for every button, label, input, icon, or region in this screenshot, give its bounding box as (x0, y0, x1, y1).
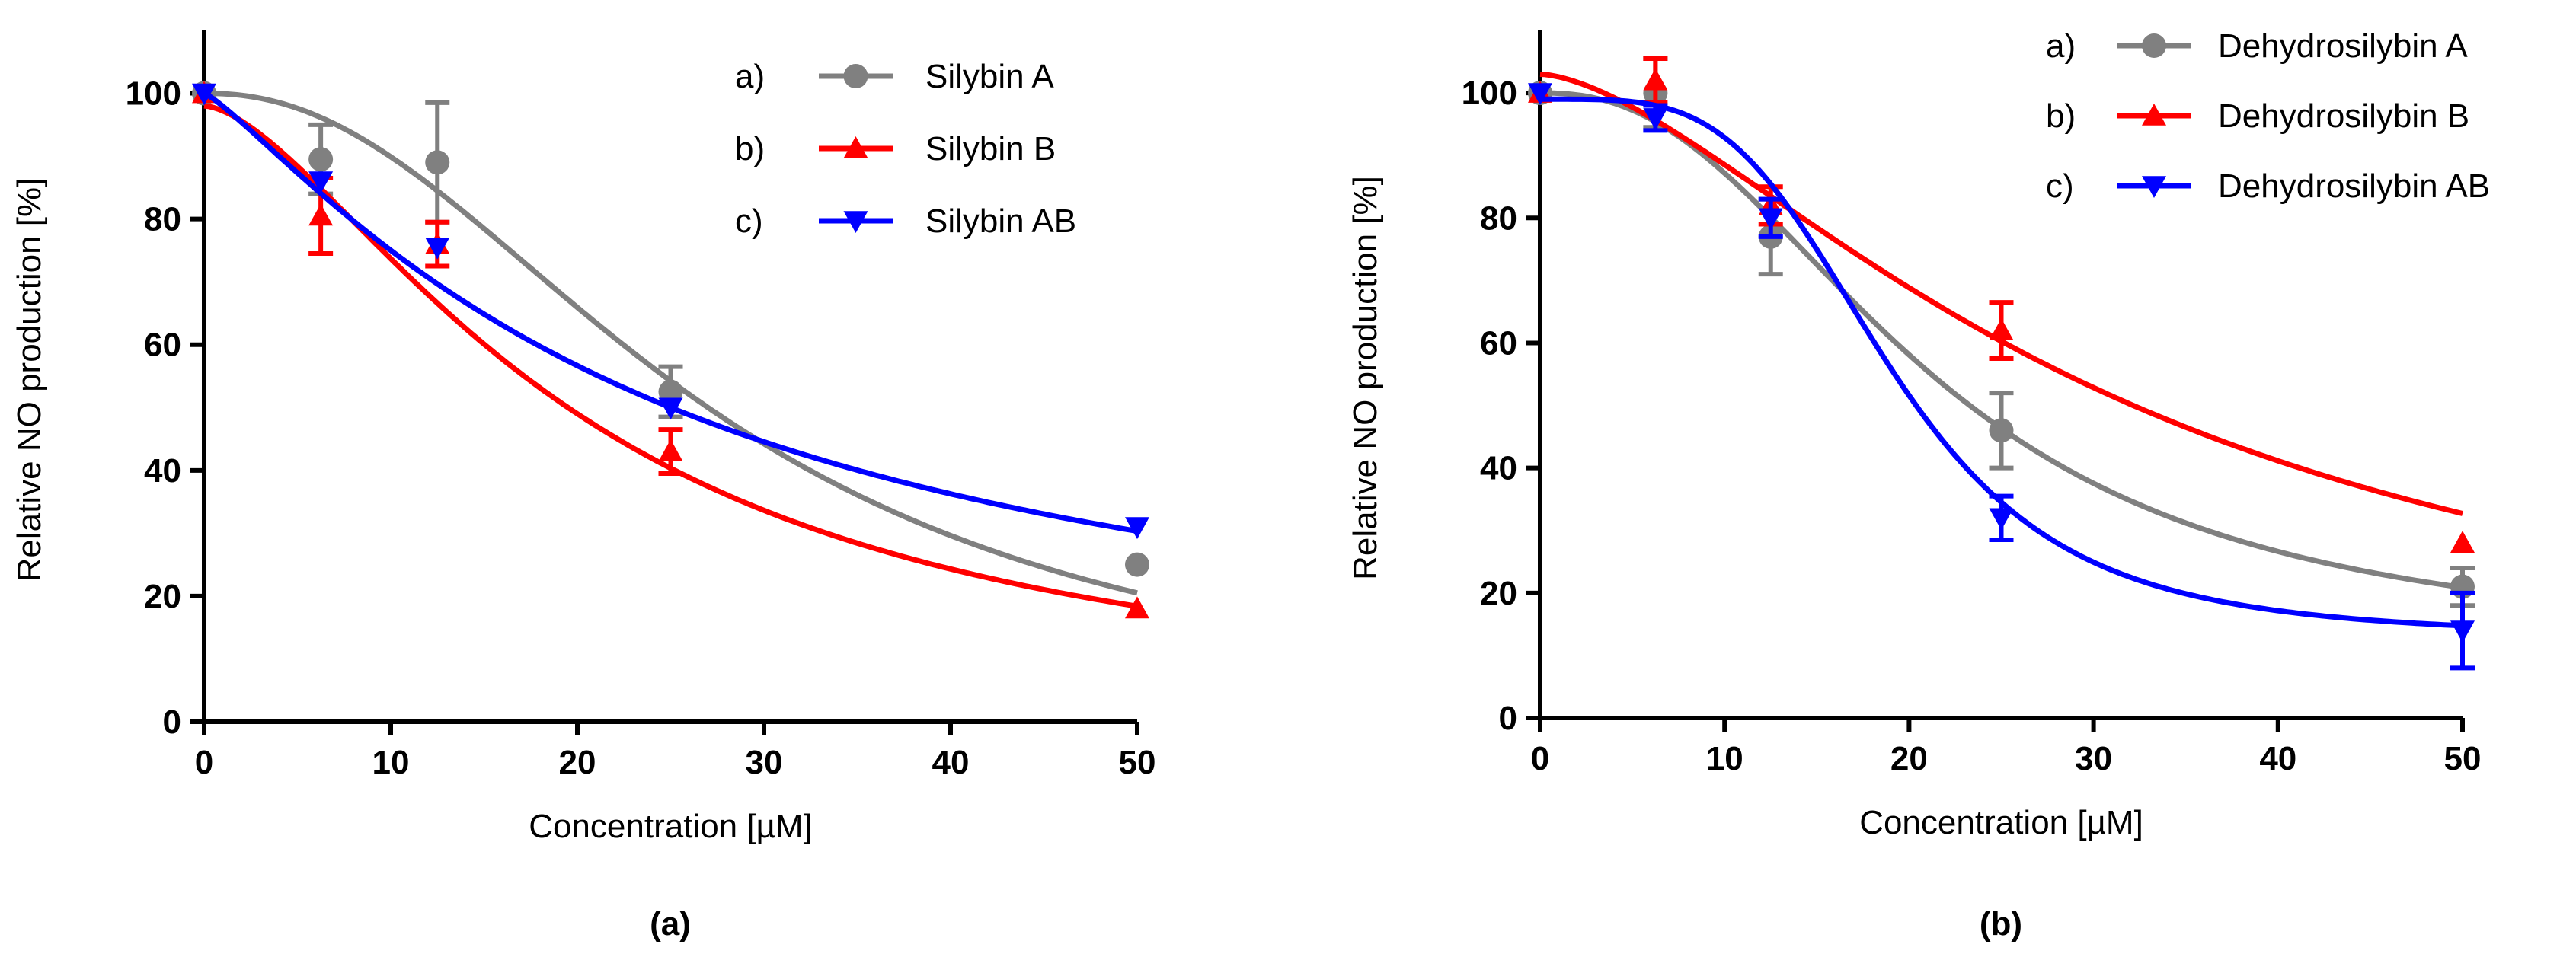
x-tick-label: 0 (1531, 740, 1549, 777)
panel-label: (a) (650, 905, 691, 943)
data-point (1528, 83, 1552, 106)
data-point (658, 397, 683, 420)
data-point (1758, 208, 1783, 231)
legend-marker (843, 211, 868, 233)
y-tick-label: 80 (144, 201, 181, 238)
data-point (425, 237, 450, 260)
legend-marker (843, 64, 868, 88)
y-tick-label: 80 (1480, 199, 1517, 237)
data-point (192, 83, 216, 106)
legend-entry: b) Silybin B (735, 130, 1056, 167)
legend-marker (2142, 104, 2166, 126)
legend-marker (2142, 33, 2166, 58)
y-tick-label: 60 (144, 327, 181, 364)
series-dehydrosilybin-ab (1528, 83, 2475, 671)
y-axis-title: Relative NO production [%] (1347, 176, 1384, 580)
x-tick-label: 30 (2075, 740, 2112, 777)
x-tick-label: 20 (559, 744, 596, 781)
data-point (2450, 531, 2475, 553)
data-point (1643, 108, 1668, 130)
y-tick-label: 100 (1462, 75, 1517, 112)
legend-marker (843, 136, 868, 158)
x-tick-label: 40 (932, 744, 970, 781)
chart-panel-2: 0 20 40 60 80 100 0 10 20 30 40 50 Concentration [µM… (1347, 27, 2490, 943)
data-point (1989, 418, 2014, 443)
legend-label: Dehydrosilybin B (2218, 97, 2469, 135)
y-tick-label: 20 (1480, 575, 1517, 612)
x-tick-label: 50 (1119, 744, 1156, 781)
y-tick-label: 40 (1480, 450, 1517, 487)
legend-label: Silybin A (925, 58, 1054, 95)
data-point (1989, 318, 2014, 340)
legend-entry: c) Silybin AB (735, 203, 1076, 240)
data-point (1125, 596, 1149, 619)
data-point (1125, 517, 1149, 540)
series-silybin-ab (192, 83, 1149, 540)
y-axis-title: Relative NO production [%] (11, 178, 48, 582)
data-point (1125, 552, 1149, 577)
x-axis-title: Concentration [µM] (1859, 804, 2143, 841)
data-point (308, 171, 334, 194)
data-point (308, 147, 334, 172)
legend-entry: c) Dehydrosilybin AB (2046, 167, 2490, 205)
y-tick-label: 0 (1499, 700, 1517, 737)
legend-entry: a) Silybin A (735, 58, 1054, 95)
legend-entry: a) Dehydrosilybin A (2046, 27, 2468, 65)
legend-label: Silybin B (925, 130, 1056, 167)
legend-label: Silybin AB (925, 203, 1076, 240)
legend-prefix: a) (735, 58, 765, 95)
legend-prefix: a) (2046, 27, 2076, 65)
y-tick-label: 60 (1480, 324, 1517, 362)
x-tick-label: 10 (372, 744, 410, 781)
panel-label: (b) (1980, 905, 2022, 943)
fit-curve (203, 103, 1138, 609)
data-point (2450, 620, 2475, 643)
y-tick-label: 40 (144, 452, 181, 490)
y-tick-label: 100 (126, 75, 181, 113)
x-axis-title: Concentration [µM] (529, 808, 813, 845)
chart-panel-1: 0 20 40 60 80 100 0 10 20 30 40 50 Concentration [µM… (11, 30, 1155, 943)
legend-prefix: c) (2046, 167, 2074, 205)
data-point (425, 150, 450, 175)
legend-prefix: b) (2046, 97, 2076, 135)
data-point (1989, 508, 2014, 531)
y-tick-label: 0 (163, 703, 181, 741)
x-tick-label: 50 (2444, 740, 2482, 777)
legend-entry: b) Dehydrosilybin B (2046, 97, 2469, 135)
legend-prefix: c) (735, 203, 763, 240)
data-point (658, 439, 683, 461)
x-tick-label: 30 (746, 744, 783, 781)
legend-marker (2142, 176, 2166, 198)
data-point (1643, 68, 1668, 91)
legend-prefix: b) (735, 130, 765, 167)
y-tick-label: 20 (144, 578, 181, 615)
x-tick-label: 10 (1706, 740, 1743, 777)
x-tick-label: 40 (2259, 740, 2296, 777)
x-tick-label: 0 (195, 744, 213, 781)
x-tick-label: 20 (1890, 740, 1928, 777)
fit-curve (203, 91, 1138, 596)
data-point (308, 203, 334, 226)
legend-label: Dehydrosilybin A (2218, 27, 2468, 65)
legend-label: Dehydrosilybin AB (2218, 167, 2490, 205)
